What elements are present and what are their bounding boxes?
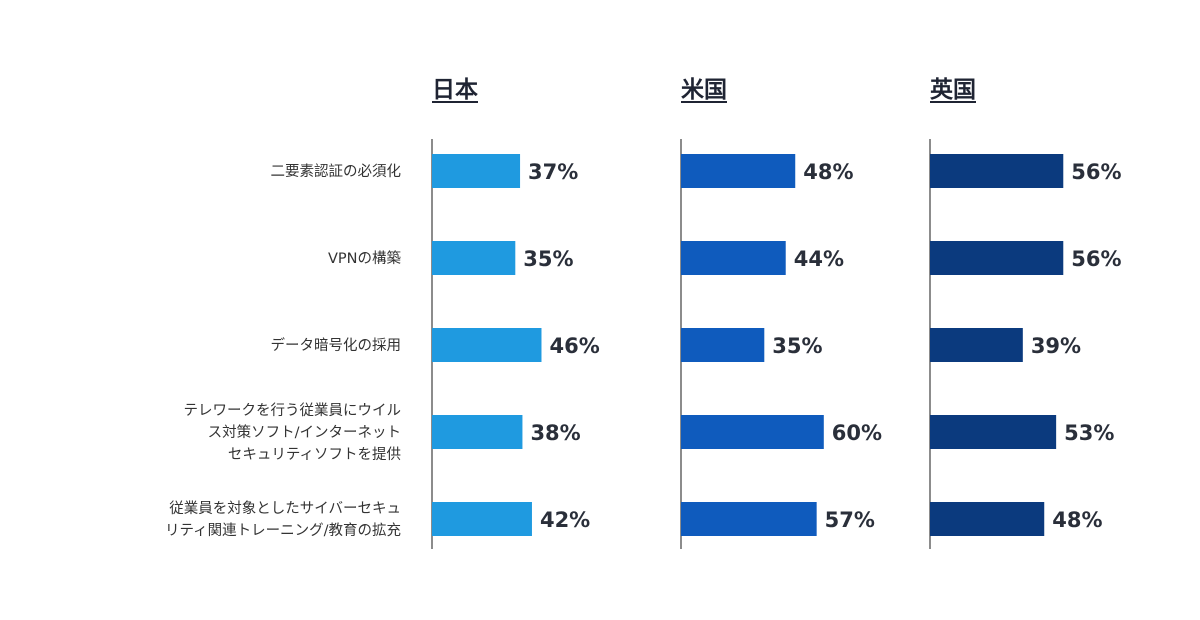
bar xyxy=(681,241,786,275)
data-label: 38% xyxy=(530,421,580,445)
series-title: 米国 xyxy=(681,77,727,103)
data-label: 57% xyxy=(825,508,875,532)
category-label: データ暗号化の採用 xyxy=(271,336,402,354)
data-label: 56% xyxy=(1071,160,1121,184)
bar xyxy=(681,415,824,449)
data-label: 35% xyxy=(772,334,822,358)
data-label: 39% xyxy=(1031,334,1081,358)
category-label-line: テレワークを行う従業員にウイル xyxy=(184,402,402,419)
data-label: 60% xyxy=(832,421,882,445)
bar xyxy=(930,415,1057,449)
category-label-line: ス対策ソフト/インターネット xyxy=(208,424,401,441)
bar xyxy=(930,328,1023,362)
bar xyxy=(930,241,1064,275)
data-label: 42% xyxy=(540,508,590,532)
data-label: 48% xyxy=(1052,508,1102,532)
category-label: 二要素認証の必須化 xyxy=(271,163,402,180)
category-label-line: セキュリティソフトを提供 xyxy=(228,446,401,463)
bar xyxy=(681,328,765,362)
data-label: 46% xyxy=(549,334,599,358)
data-label: 48% xyxy=(803,160,853,184)
series-title: 英国 xyxy=(930,76,976,103)
bar xyxy=(930,154,1064,188)
series-title: 日本 xyxy=(432,77,478,103)
category-label-line: 従業員を対象としたサイバーセキュ xyxy=(169,500,401,517)
category-label: テレワークを行う従業員にウイルス対策ソフト/インターネットセキュリティソフトを提… xyxy=(184,402,402,463)
category-label-line: リティ関連トレーニング/教育の拡充 xyxy=(165,522,401,539)
bar xyxy=(432,415,523,449)
bar xyxy=(432,241,516,275)
bar xyxy=(681,502,817,536)
data-label: 56% xyxy=(1071,247,1121,271)
category-label-line: VPNの構築 xyxy=(328,249,402,267)
bar xyxy=(432,328,542,362)
bar xyxy=(432,502,532,536)
category-label: 従業員を対象としたサイバーセキュリティ関連トレーニング/教育の拡充 xyxy=(165,500,401,539)
data-label: 53% xyxy=(1064,421,1114,445)
data-label: 44% xyxy=(794,247,844,271)
bar xyxy=(681,154,796,188)
bar xyxy=(930,502,1045,536)
category-label-line: データ暗号化の採用 xyxy=(271,336,402,354)
data-label: 37% xyxy=(528,160,578,184)
category-label: VPNの構築 xyxy=(328,249,402,267)
bar xyxy=(432,154,521,188)
category-label-line: 二要素認証の必須化 xyxy=(271,163,402,180)
data-label: 35% xyxy=(523,247,573,271)
